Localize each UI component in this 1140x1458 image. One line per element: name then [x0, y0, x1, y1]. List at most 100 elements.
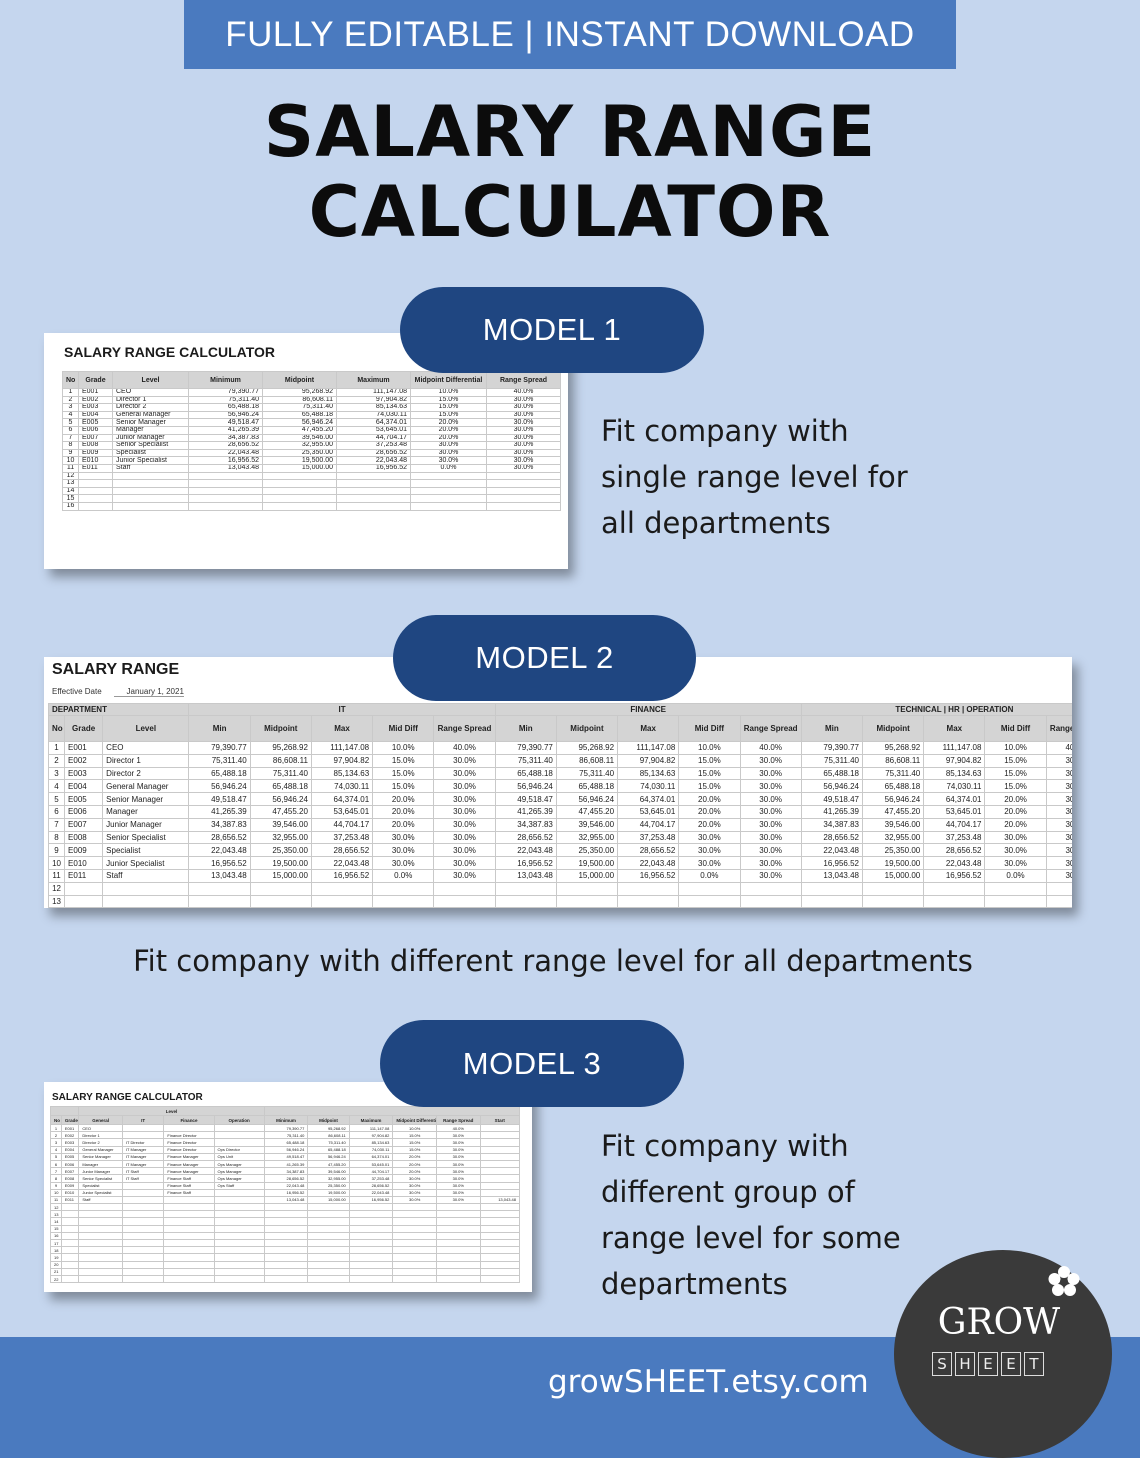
table-cell — [479, 1260, 521, 1269]
table-cell: 74,030.11 — [310, 779, 374, 794]
model-3-spreadsheet: SALARY RANGE CALCULATOR Level No Grade Gen… — [44, 1082, 532, 1292]
table-cell: 37,253.48 — [310, 830, 374, 845]
table-cell: Specialist — [102, 843, 190, 858]
table-cell: 30.0% — [739, 817, 802, 832]
table-cell — [307, 1246, 350, 1255]
table-cell: E011 — [78, 463, 113, 473]
table-cell: E007 — [64, 817, 104, 832]
table-cell — [60, 1224, 80, 1233]
table-cell — [213, 1267, 265, 1276]
table-cell: 95,268.92 — [307, 1123, 350, 1133]
table-cell — [494, 881, 557, 896]
table-cell: 4 — [47, 779, 66, 794]
table-cell — [739, 894, 802, 908]
table-cell: 40.0% — [1045, 741, 1072, 755]
sheet-2-column-header: Max — [617, 715, 680, 742]
table-cell — [121, 1267, 165, 1276]
table-cell — [486, 486, 561, 496]
table-cell: Specialist — [112, 448, 189, 458]
table-cell: 75,311.40 — [494, 753, 557, 768]
table-cell — [163, 1123, 215, 1133]
table-cell: 56,946.24 — [263, 1145, 309, 1154]
table-cell — [121, 1123, 165, 1133]
table-cell: Finance Director — [163, 1145, 215, 1154]
table-cell: E005 — [60, 1152, 80, 1161]
table-cell: 75,311.40 — [188, 753, 251, 768]
table-row: 8 E008 Senior Specialist 28,656.52 32,955.00… — [62, 441, 561, 450]
table-cell — [348, 1267, 394, 1276]
table-cell — [60, 1260, 80, 1269]
table-cell — [121, 1260, 165, 1269]
table-cell: 16,956.52 — [923, 868, 986, 883]
sheet-1-column-header: Midpoint — [262, 371, 337, 389]
table-cell — [410, 486, 487, 496]
table-cell: 7 — [47, 817, 66, 832]
model-2-description: Fit company with different range level f… — [133, 944, 973, 978]
table-row: 1 E001 CEO 79,390.77 95,268.92 111,147.08 10.0… — [47, 741, 1072, 755]
table-cell: 30.0% — [486, 456, 561, 465]
table-row: 16 — [50, 1231, 521, 1241]
table-cell — [112, 494, 189, 503]
model-1-desc-line: Fit company with — [601, 414, 849, 448]
table-cell: 0.0% — [678, 868, 741, 883]
sheet-2-column-header: Range Spread — [433, 715, 496, 742]
table-cell: 15.0% — [410, 403, 487, 412]
table-cell: E006 — [78, 425, 113, 435]
table-cell: 20.0% — [372, 817, 435, 832]
table-cell: 30.0% — [486, 410, 561, 420]
table-cell: 75,311.40 — [861, 766, 925, 781]
table-cell: 9 — [50, 1181, 62, 1190]
table-cell: 47,455.20 — [249, 804, 312, 819]
table-cell: 97,904.82 — [617, 753, 680, 768]
table-row: 11 E011 Staff 13,043.48 15,000.00 16,956.52 0.… — [62, 463, 561, 473]
table-cell: 2 — [47, 753, 66, 768]
table-row: 10 E010 Junior Specialist 16,956.52 19,500.0… — [47, 856, 1072, 870]
table-cell — [121, 1203, 165, 1212]
table-cell: 49,518.47 — [188, 418, 263, 427]
table-cell — [78, 1210, 123, 1219]
table-cell — [112, 486, 189, 496]
table-cell: E010 — [78, 456, 113, 465]
table-cell — [60, 1210, 80, 1219]
table-cell: 49,518.47 — [188, 792, 251, 806]
shop-url[interactable]: growSHEET.etsy.com — [548, 1364, 869, 1400]
table-cell: 64,374.01 — [336, 418, 411, 427]
table-row: 3 E003 Director 2 IT Director Finance Direct… — [50, 1138, 521, 1147]
table-cell: 49,518.47 — [494, 792, 557, 806]
table-cell: 19 — [50, 1253, 62, 1262]
table-cell: 30.0% — [486, 463, 561, 473]
table-cell: E003 — [78, 403, 113, 412]
table-cell: 5 — [50, 1152, 62, 1161]
table-cell — [555, 881, 619, 896]
sheet-2-column-header: Max — [310, 715, 374, 742]
table-cell — [213, 1203, 265, 1212]
table-cell — [800, 894, 864, 908]
table-cell: Director 2 — [102, 766, 190, 781]
table-cell: 30.0% — [678, 830, 741, 845]
table-cell: Junior Manager — [102, 817, 190, 832]
table-cell: 21 — [50, 1267, 62, 1276]
table-cell: Ops Unit — [213, 1152, 265, 1161]
table-cell: 1 — [50, 1123, 62, 1133]
table-cell — [307, 1210, 350, 1219]
table-cell: 16,956.52 — [348, 1195, 394, 1205]
model-1-description: Fit company with single range level for … — [601, 408, 908, 546]
table-cell: 65,488.18 — [861, 779, 925, 794]
table-cell: 15 — [62, 494, 79, 503]
table-cell: 28,656.52 — [617, 843, 680, 858]
table-cell: Director 2 — [78, 1138, 123, 1147]
table-cell: 97,904.82 — [923, 753, 986, 768]
title-line-1: SALARY RANGE — [263, 91, 877, 173]
table-cell: 56,946.24 — [494, 779, 557, 794]
table-cell: E002 — [64, 753, 104, 768]
table-cell: 41,265.39 — [494, 804, 557, 819]
table-cell: 30.0% — [433, 779, 496, 794]
table-cell: 39,546.00 — [307, 1167, 350, 1176]
table-cell — [392, 1217, 437, 1226]
table-cell: 22,043.48 — [348, 1188, 394, 1197]
table-cell: 74,030.11 — [348, 1145, 394, 1154]
table-cell: 41,265.39 — [188, 804, 251, 819]
table-cell: 111,147.08 — [348, 1123, 394, 1133]
table-cell: 30.0% — [433, 843, 496, 858]
table-cell — [923, 894, 986, 908]
